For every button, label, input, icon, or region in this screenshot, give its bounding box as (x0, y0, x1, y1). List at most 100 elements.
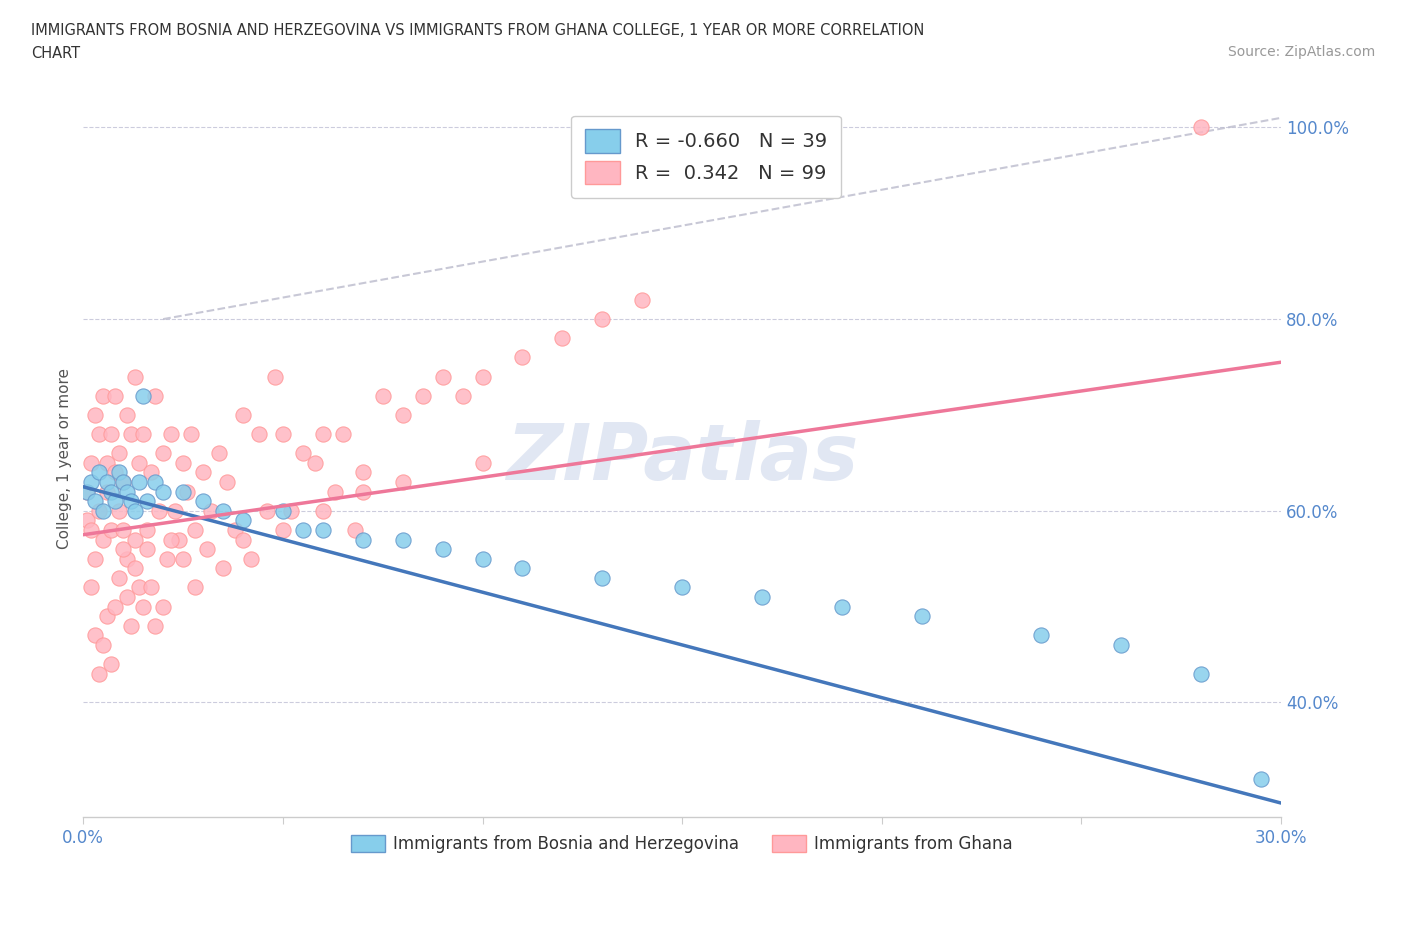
Point (141, 465, 163, 480)
Point (104, 465, 127, 480)
Point (312, 503, 335, 518)
Point (100, 523, 122, 538)
Point (1250, 772, 1272, 787)
Point (76, 485, 98, 499)
Point (89, 465, 111, 480)
Point (167, 532, 190, 547)
Point (124, 532, 146, 547)
Point (512, 350, 534, 365)
Point (176, 485, 198, 499)
Point (104, 389, 127, 404)
Point (115, 485, 138, 499)
Point (112, 474, 135, 489)
Point (112, 541, 135, 556)
Point (115, 590, 138, 604)
Point (591, 570, 613, 585)
Point (136, 523, 159, 538)
Point (371, 389, 394, 404)
Point (100, 427, 122, 442)
Point (104, 494, 127, 509)
Point (271, 427, 294, 442)
Point (208, 445, 231, 460)
Point (391, 474, 413, 489)
Point (152, 485, 174, 499)
Point (136, 494, 159, 509)
Point (115, 407, 138, 422)
Text: IMMIGRANTS FROM BOSNIA AND HERZEGOVINA VS IMMIGRANTS FROM GHANA COLLEGE, 1 YEAR : IMMIGRANTS FROM BOSNIA AND HERZEGOVINA V… (31, 23, 924, 38)
Point (184, 523, 207, 538)
Point (831, 599, 853, 614)
Point (156, 551, 179, 566)
Point (471, 551, 494, 566)
Point (112, 523, 135, 538)
Point (271, 523, 294, 538)
Point (76, 485, 98, 499)
Point (212, 561, 235, 576)
Point (108, 570, 131, 585)
Point (108, 465, 131, 480)
Point (172, 551, 194, 566)
Point (451, 389, 474, 404)
Point (195, 541, 218, 556)
Point (132, 389, 155, 404)
Point (512, 561, 534, 576)
Point (412, 389, 434, 404)
Point (132, 427, 155, 442)
Point (128, 456, 150, 471)
Point (124, 369, 146, 384)
Point (291, 445, 314, 460)
Point (84, 494, 107, 509)
Point (247, 427, 270, 442)
Point (120, 494, 142, 509)
Point (89, 666, 111, 681)
Point (84, 628, 107, 643)
Point (91, 503, 114, 518)
Point (304, 456, 326, 471)
Point (115, 551, 138, 566)
Point (76, 513, 98, 528)
Point (591, 312, 613, 326)
Point (108, 503, 131, 518)
Point (91, 532, 114, 547)
Legend: Immigrants from Bosnia and Herzegovina, Immigrants from Ghana: Immigrants from Bosnia and Herzegovina, … (344, 828, 1019, 859)
Point (911, 609, 934, 624)
Point (84, 551, 107, 566)
Point (352, 465, 374, 480)
Point (280, 503, 302, 518)
Point (1189, 120, 1212, 135)
Point (91, 637, 114, 652)
Point (471, 369, 494, 384)
Point (352, 485, 374, 499)
Point (352, 532, 374, 547)
Point (172, 485, 194, 499)
Point (191, 465, 214, 480)
Point (112, 474, 135, 489)
Point (271, 503, 294, 518)
Point (120, 427, 142, 442)
Point (100, 485, 122, 499)
Point (141, 580, 163, 595)
Point (160, 532, 183, 547)
Point (80, 456, 103, 471)
Point (343, 523, 366, 538)
Point (1031, 628, 1053, 643)
Point (96, 609, 118, 624)
Point (172, 456, 194, 471)
Point (671, 580, 693, 595)
Point (432, 541, 454, 556)
Point (89, 503, 111, 518)
Point (312, 523, 335, 538)
Point (200, 503, 222, 518)
Point (128, 474, 150, 489)
Point (143, 389, 166, 404)
Point (232, 407, 254, 422)
Point (124, 561, 146, 576)
Point (551, 331, 574, 346)
Point (160, 427, 183, 442)
Point (391, 532, 413, 547)
Point (152, 599, 174, 614)
Point (96, 485, 118, 499)
Text: ZIPatlas: ZIPatlas (506, 420, 858, 496)
Point (148, 503, 170, 518)
Point (312, 427, 335, 442)
